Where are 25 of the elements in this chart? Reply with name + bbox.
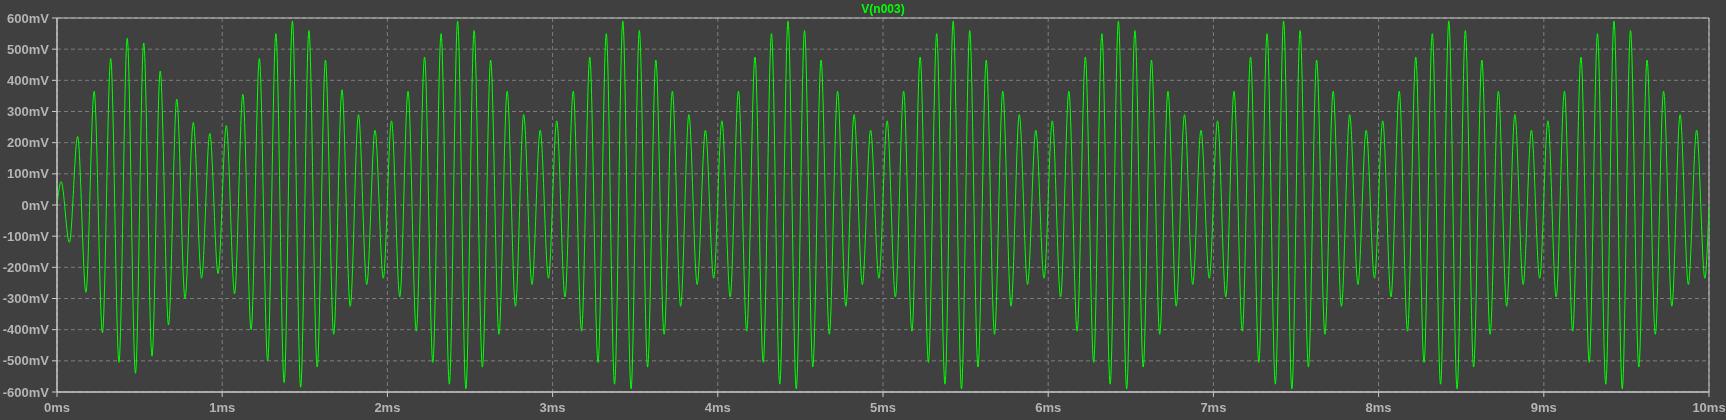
y-tick-label: -200mV (2, 259, 50, 275)
y-tick-label: -500mV (2, 353, 50, 369)
y-tick-label: 500mV (7, 41, 50, 57)
y-tick-label: 600mV (7, 10, 50, 26)
x-tick-label: 10ms (1692, 400, 1726, 416)
x-tick-label: 0ms (43, 400, 71, 416)
y-tick-label: -300mV (2, 291, 50, 307)
y-tick-label: -100mV (2, 228, 50, 244)
x-tick-label: 9ms (1530, 400, 1557, 416)
x-tick-label: 3ms (539, 400, 566, 416)
text: V(n003) (861, 2, 905, 16)
x-tick-label: 2ms (374, 400, 401, 416)
x-tick-label: 7ms (1200, 400, 1227, 416)
y-tick-label: 400mV (7, 72, 50, 88)
x-tick-label: 4ms (704, 400, 731, 416)
x-tick-label: 5ms (869, 400, 897, 416)
x-tick-label: 1ms (209, 400, 236, 416)
y-tick-label: 300mV (7, 104, 50, 120)
y-tick-label: -600mV (2, 384, 50, 400)
y-tick-label: 100mV (7, 166, 50, 182)
y-tick-label: -400mV (2, 322, 50, 338)
y-tick-label: 0mV (21, 197, 50, 213)
x-tick-label: 6ms (1035, 400, 1062, 416)
x-tick-label: 8ms (1365, 400, 1392, 416)
y-tick-label: 200mV (7, 135, 50, 151)
